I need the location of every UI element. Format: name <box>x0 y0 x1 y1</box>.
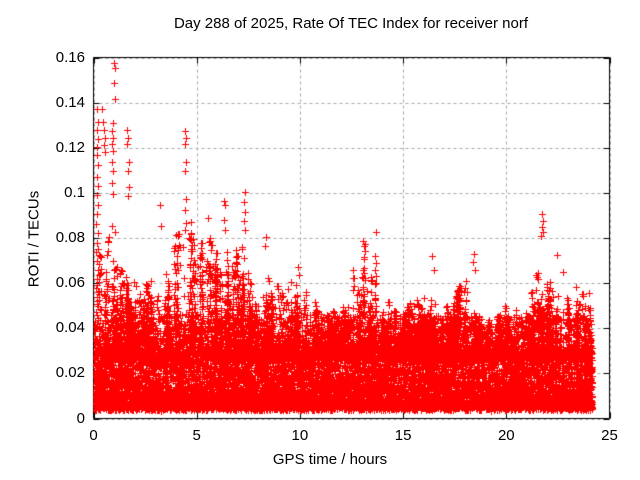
roti-chart-figure: Day 288 of 2025, Rate Of TEC Index for r… <box>0 0 640 480</box>
scatter-plot-canvas <box>0 0 640 480</box>
